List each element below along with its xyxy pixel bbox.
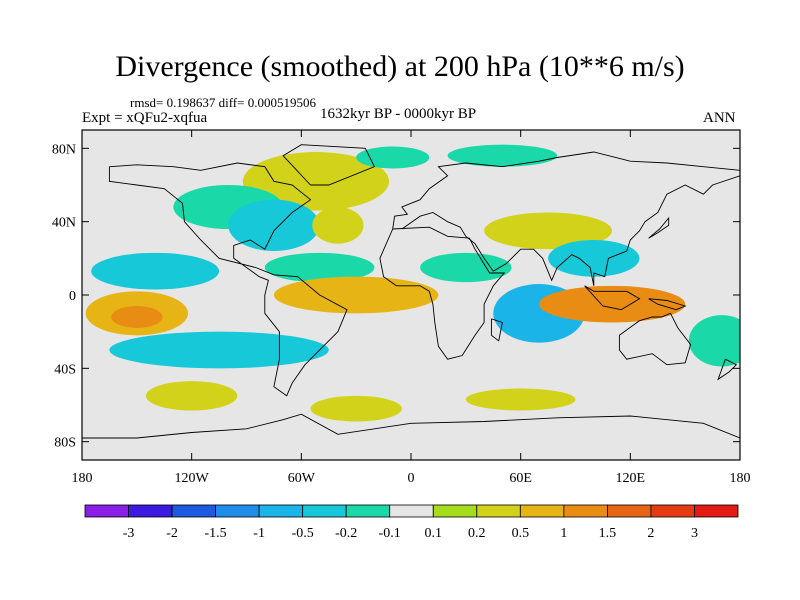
colorbar-swatch (215, 504, 260, 518)
contour-region (356, 146, 430, 169)
contour-region (688, 315, 740, 367)
coastline (108, 162, 348, 397)
colorbar-swatch (519, 504, 565, 518)
contour-regions (82, 144, 740, 439)
experiment-label: Expt = xQFu2-xqfua (82, 110, 208, 126)
colorbar-label: 0.2 (468, 526, 486, 541)
colorbar-label: -1 (253, 526, 265, 541)
colorbar-label: -0.5 (292, 526, 314, 541)
contour-region (242, 152, 390, 211)
x-tick-label: 60W (288, 471, 316, 486)
coastline (392, 151, 740, 230)
colorbar-swatch (650, 504, 695, 518)
colorbar-swatch (476, 504, 521, 518)
x-tick-label: 180 (72, 471, 93, 486)
colorbar-label: 1.5 (599, 526, 617, 541)
contour-region (447, 144, 558, 167)
x-tick-label: 0 (408, 471, 415, 486)
contour-region (109, 331, 329, 369)
y-tick-label: 40N (52, 216, 76, 231)
colorbar-label: -1.5 (205, 526, 227, 541)
x-tick-label: 180 (730, 471, 751, 486)
chart-title: Divergence (smoothed) at 200 hPa (10**6 … (115, 50, 685, 83)
colorbar-swatch (694, 504, 739, 518)
coastline (618, 312, 692, 366)
colorbar-label: 0.1 (425, 526, 443, 541)
contour-region (228, 199, 320, 251)
season-label: ANN (703, 110, 736, 126)
colorbar-label: 3 (691, 526, 698, 541)
contour-region (264, 252, 375, 283)
contour-region (111, 306, 163, 328)
contour-region (273, 276, 439, 314)
coastline (379, 226, 506, 360)
colorbar-swatch (389, 504, 434, 518)
coastline (490, 318, 503, 342)
coastline (717, 358, 738, 381)
colorbar-swatch (258, 504, 304, 518)
colorbar-label: -0.2 (335, 526, 357, 541)
contour-region (145, 381, 238, 411)
colorbar-label: -3 (123, 526, 135, 541)
coastline (584, 285, 641, 311)
colorbar-label: 1 (560, 526, 567, 541)
y-tick-label: 80N (52, 142, 76, 157)
contour-region (548, 240, 640, 277)
colorbar-swatch (563, 504, 608, 518)
colorbar-swatch (432, 504, 478, 518)
contour-region (91, 252, 220, 290)
contour-region (484, 212, 613, 250)
colorbar-label: -2 (166, 526, 178, 541)
coastline (82, 413, 740, 439)
contour-region (312, 207, 364, 244)
y-tick-label: 0 (69, 289, 76, 304)
colorbar-swatch (171, 504, 216, 518)
x-tick-label: 60E (509, 471, 532, 486)
x-tick-label: 120E (616, 471, 646, 486)
period-label: 1632kyr BP - 0000kyr BP (320, 106, 477, 122)
colorbar-swatch (302, 504, 347, 518)
coastline (648, 298, 687, 311)
contour-region (420, 252, 512, 283)
x-tick-label: 120W (175, 471, 210, 486)
colorbar-label: 0.5 (512, 526, 530, 541)
y-tick-label: 80S (54, 436, 76, 451)
colorbar-swatch (84, 504, 129, 518)
coastline (282, 144, 376, 186)
stats-text: rmsd= 0.198637 diff= 0.000519506 (130, 95, 316, 110)
contour-region (465, 388, 576, 411)
coastline (648, 216, 670, 239)
colorbar-label: 2 (647, 526, 654, 541)
coastline (401, 175, 740, 286)
colorbar-swatch (128, 504, 173, 518)
contour-region (310, 395, 402, 422)
contour-region (538, 285, 686, 323)
colorbar-swatch (607, 504, 652, 518)
colorbar-label: -0.1 (379, 526, 401, 541)
colorbar-swatch (345, 504, 391, 518)
y-tick-label: 40S (54, 362, 76, 377)
